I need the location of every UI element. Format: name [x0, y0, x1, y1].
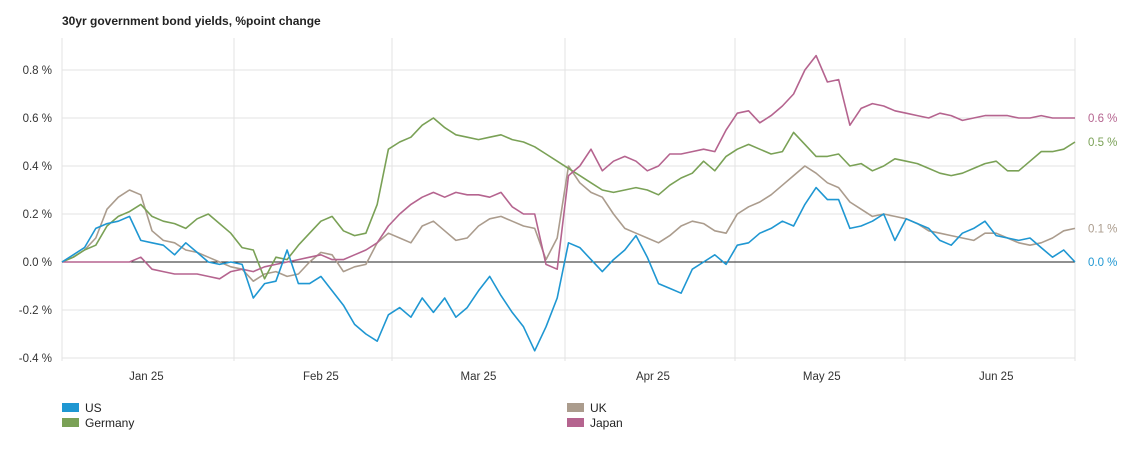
x-tick-label: Mar 25 — [461, 371, 497, 383]
legend-label-us: US — [85, 400, 102, 415]
x-tick-label: Jun 25 — [979, 371, 1014, 383]
y-tick-label: 0.0 % — [23, 257, 52, 269]
end-label-germany: 0.5 % — [1088, 137, 1117, 149]
grid-lines — [61, 38, 1076, 361]
y-tick-label: -0.4 % — [19, 353, 52, 365]
x-tick-label: Jan 25 — [129, 371, 164, 383]
legend-left: US Germany — [62, 400, 134, 430]
legend-swatch-uk — [567, 403, 584, 412]
x-axis-ticks: Jan 25 Feb 25 Mar 25 Apr 25 May 25 Jun 25 — [129, 371, 1013, 383]
y-tick-label: 0.6 % — [23, 113, 52, 125]
end-label-uk: 0.1 % — [1088, 223, 1117, 235]
legend-right: UK Japan — [567, 400, 623, 430]
y-tick-label: 0.8 % — [23, 65, 52, 77]
legend-item-us: US — [62, 400, 134, 415]
legend-item-germany: Germany — [62, 415, 134, 430]
legend-swatch-us — [62, 403, 79, 412]
series-line-us — [61, 186, 1076, 352]
legend-swatch-japan — [567, 418, 584, 427]
x-tick-label: Apr 25 — [636, 371, 670, 383]
legend-item-uk: UK — [567, 400, 623, 415]
y-axis-ticks: 0.8 % 0.6 % 0.4 % 0.2 % 0.0 % -0.2 % -0.4 % — [19, 65, 52, 365]
y-tick-label: 0.2 % — [23, 209, 52, 221]
x-tick-label: May 25 — [803, 371, 841, 383]
y-tick-label: 0.4 % — [23, 161, 52, 173]
end-label-japan: 0.6 % — [1088, 113, 1117, 125]
series-lines — [61, 54, 1076, 352]
x-tick-label: Feb 25 — [303, 371, 339, 383]
series-line-japan — [62, 54, 1075, 280]
chart-title: 30yr government bond yields, %point chan… — [62, 14, 321, 28]
end-label-us: 0.0 % — [1088, 257, 1117, 269]
legend-label-uk: UK — [590, 400, 607, 415]
legend-item-japan: Japan — [567, 415, 623, 430]
series-line-germany — [61, 117, 1076, 280]
end-labels: 0.0 % 0.5 % 0.1 % 0.6 % — [1088, 113, 1117, 269]
legend-label-japan: Japan — [590, 415, 623, 430]
legend-label-germany: Germany — [85, 415, 135, 430]
legend-swatch-germany — [62, 418, 79, 427]
y-tick-label: -0.2 % — [19, 305, 52, 317]
